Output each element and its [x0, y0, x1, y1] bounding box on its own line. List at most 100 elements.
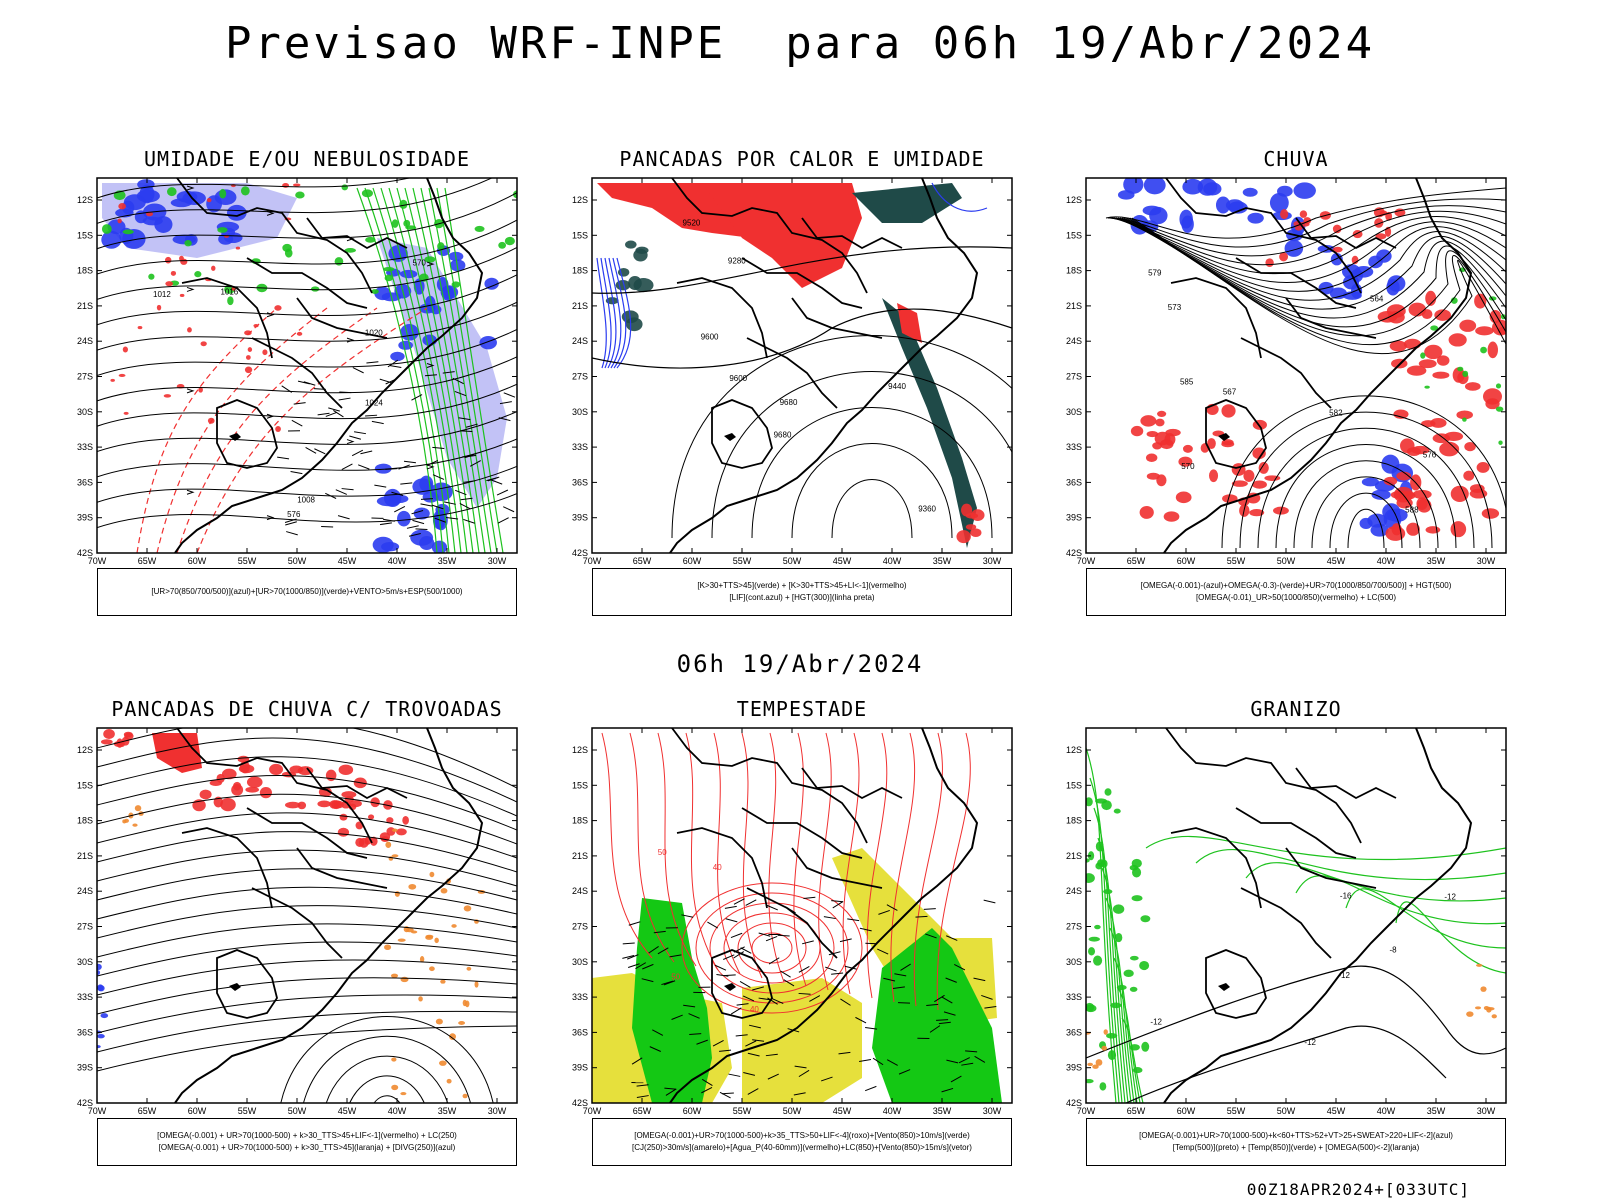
lat-tick-label: 33S [1066, 992, 1082, 1002]
lat-tick-label: 33S [77, 992, 93, 1002]
lon-tick-label: 30W [488, 556, 507, 566]
contour-label: 50 [671, 973, 680, 982]
lat-tick-label: 30S [77, 407, 93, 417]
lat-tick-label: 15S [1066, 780, 1082, 790]
lon-tick-label: 40W [388, 1106, 407, 1116]
lat-tick-label: 27S [1066, 372, 1082, 382]
lat-tick-label: 36S [77, 477, 93, 487]
lat-tick-label: 21S [572, 851, 588, 861]
lat-tick-label: 24S [77, 886, 93, 896]
lat-tick-label: 42S [1066, 1098, 1082, 1108]
map-panel: 1012 1016 1020 1008 570 576 1024 12S 15S 18S 21S 24… [77, 177, 518, 566]
lon-tick-label: 60W [188, 556, 207, 566]
contour-label: 585 [1180, 377, 1194, 386]
lat-tick-label: 33S [77, 442, 93, 452]
panel-legend: [UR>70(850/700/500)](azul)+[UR>70(1000/8… [97, 568, 517, 616]
lat-tick-label: 12S [77, 195, 93, 205]
lon-tick-label: 60W [683, 1106, 702, 1116]
legend-line: [Temp(500)](preto) + [Temp(850)](verde) … [1172, 1143, 1420, 1152]
lon-tick-label: 65W [138, 1106, 157, 1116]
contour-label: 579 [1148, 269, 1162, 278]
lat-tick-label: 27S [572, 922, 588, 932]
panel-title: PANCADAS POR CALOR E UMIDADE [619, 147, 985, 171]
lat-tick-label: 15S [1066, 230, 1082, 240]
lon-tick-label: 30W [1477, 556, 1496, 566]
legend-line: [LIF](cont.azul) + [HGT(300)](linha pret… [729, 593, 875, 602]
legend-line: [OMEGA(-0.001) + UR>70(1000-500) + k>30_… [157, 1131, 457, 1140]
contour-label: 1020 [365, 329, 383, 338]
lon-tick-label: 65W [633, 556, 652, 566]
lat-tick-label: 30S [572, 957, 588, 967]
lat-tick-label: 27S [77, 922, 93, 932]
lon-tick-label: 70W [583, 556, 602, 566]
map-plot: 1012 101610201008570576102412S15S18S21S24… [77, 177, 518, 566]
legend-line: [OMEGA(-0.01)_UR>50(1000/850)(vermelho) … [1195, 593, 1397, 602]
contour-label: 570 [1181, 462, 1195, 471]
contour-label: 1012 [153, 290, 171, 299]
lat-tick-label: 15S [77, 230, 93, 240]
lon-tick-label: 55W [238, 1106, 257, 1116]
contour-label: 567 [1223, 388, 1237, 397]
lon-tick-label: 50W [288, 1106, 307, 1116]
lat-tick-label: 15S [572, 230, 588, 240]
legend-line: [OMEGA(-0.001) + UR>70(1000-500) + k>30_… [158, 1143, 456, 1152]
contour-label: 9280 [728, 257, 746, 266]
lon-tick-label: 55W [238, 556, 257, 566]
lon-tick-label: 50W [288, 556, 307, 566]
lat-tick-label: 42S [77, 1098, 93, 1108]
panel-legend: [K>30+TTS>45](verde) + [K>30+TTS>45+LI<-… [592, 568, 1012, 616]
lat-tick-label: 30S [1066, 957, 1082, 967]
lon-tick-label: 60W [683, 556, 702, 566]
map-panel: 40 50 50 40 12S 15S 18S 21S 24S 27S 30S 33S 36S 39S 42… [572, 727, 1013, 1116]
lat-tick-label: 18S [572, 816, 588, 826]
lon-tick-label: 50W [1277, 1106, 1296, 1116]
lon-tick-label: 45W [338, 556, 357, 566]
contour-label: 576 [287, 510, 301, 519]
lat-tick-label: 33S [1066, 442, 1082, 452]
map-plot: 588 585 582 579 576 573 570 567 564 12S 15S 18S 21S 2… [1066, 177, 1507, 566]
contour-label: 9520 [683, 219, 701, 228]
lat-tick-label: 33S [572, 442, 588, 452]
lat-tick-label: 12S [77, 745, 93, 755]
contour-label: 573 [1168, 303, 1182, 312]
lat-tick-label: 30S [77, 957, 93, 967]
contour-label: 570 [413, 259, 427, 268]
lon-tick-label: 45W [833, 556, 852, 566]
lat-tick-label: 18S [77, 816, 93, 826]
lat-tick-label: 36S [1066, 1027, 1082, 1037]
lat-tick-label: 24S [1066, 336, 1082, 346]
map-panel: -12 -12 -12 -16 -12 -8 12S 15S 18S 21S 24S 27S 30S 33… [1066, 727, 1507, 1116]
lat-tick-label: 18S [1066, 266, 1082, 276]
map-panel: 12S 15S 18S 21S 24S 27S 30S 33S 36S 39S 42S 70W 65W 6… [77, 727, 518, 1116]
lat-tick-label: 36S [572, 477, 588, 487]
contour-label: -12 [1304, 1038, 1316, 1047]
lat-tick-label: 39S [1066, 1063, 1082, 1073]
valid-time-subtitle: 06h 19/Abr/2024 [676, 650, 924, 678]
lon-tick-label: 35W [933, 556, 952, 566]
contour-label: 9680 [774, 430, 792, 439]
contour-label: -12 [1444, 893, 1456, 902]
lat-tick-label: 21S [77, 301, 93, 311]
contour-label: -8 [1390, 945, 1398, 954]
lat-tick-label: 21S [1066, 301, 1082, 311]
lon-tick-label: 50W [783, 556, 802, 566]
lon-tick-label: 40W [388, 556, 407, 566]
lon-tick-label: 45W [833, 1106, 852, 1116]
legend-line: [CJ(250)>30m/s](amarelo)+[Agua_P(40-60mm… [632, 1143, 972, 1152]
contour-label: 9600 [729, 374, 747, 383]
lat-tick-label: 12S [572, 195, 588, 205]
lat-tick-label: 27S [572, 372, 588, 382]
contour-label: 9680 [780, 398, 798, 407]
panel-legend: [OMEGA(-0.001) + UR>70(1000-500) + k>30_… [97, 1118, 517, 1166]
lat-tick-label: 12S [1066, 745, 1082, 755]
legend-line: [K>30+TTS>45](verde) + [K>30+TTS>45+LI<-… [697, 581, 907, 590]
lon-tick-label: 55W [733, 556, 752, 566]
legend-line: [OMEGA(-0.001)+UR>70(1000-500)+k<60+TTS>… [1139, 1131, 1453, 1140]
lat-tick-label: 24S [77, 336, 93, 346]
map-plot: 9680 9600 9520 9440 9360 9280 9680 9600 12S 15S 18… [572, 177, 1013, 566]
lon-tick-label: 60W [1177, 1106, 1196, 1116]
lat-tick-label: 27S [1066, 922, 1082, 932]
lat-tick-label: 42S [572, 548, 588, 558]
map-plot: 40 50 50 40 12S 15S 18S 21S 24S 27S 30S 33S 36S 39S 42… [572, 727, 1013, 1116]
